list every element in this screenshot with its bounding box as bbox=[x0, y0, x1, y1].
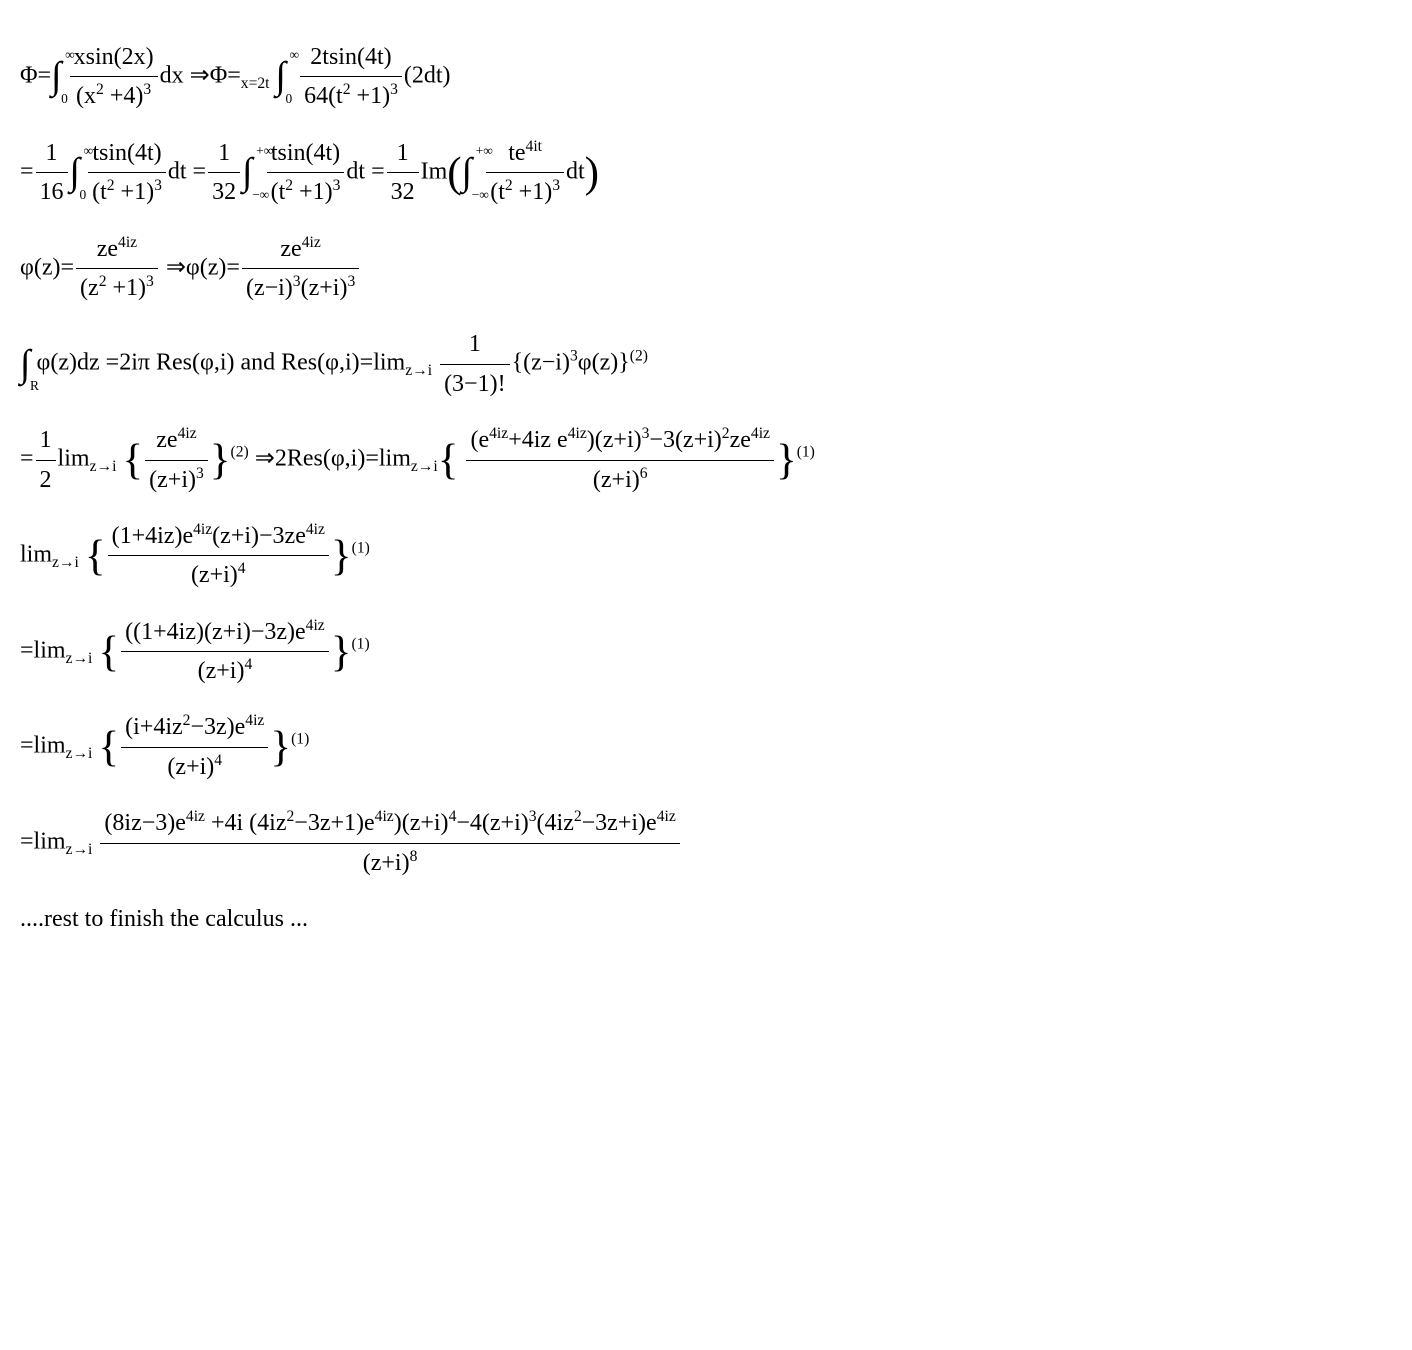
fraction: te4it(t2 +1)3 bbox=[486, 134, 564, 212]
fraction: tsin(4t)(t2 +1)3 bbox=[267, 134, 345, 212]
line-5: =12limz→i {ze4iz(z+i)3}(2) ⇒2Res(φ,i)=li… bbox=[20, 421, 1392, 499]
integral: ∫0∞ bbox=[51, 46, 62, 107]
integral: ∫R bbox=[20, 334, 31, 395]
integral: ∫−∞+∞ bbox=[242, 142, 253, 203]
line-10: ....rest to finish the calculus ... bbox=[20, 900, 1392, 938]
line-9: =limz→i (8iz−3)e4iz +4i (4iz2−3z+1)e4iz)… bbox=[20, 804, 1392, 882]
fraction: (1+4iz)e4iz(z+i)−3ze4iz(z+i)4 bbox=[108, 517, 329, 595]
fraction: ((1+4iz)(z+i)−3z)e4iz(z+i)4 bbox=[121, 613, 329, 691]
fraction: ze4iz(z−i)3(z+i)3 bbox=[242, 230, 359, 308]
line-3: φ(z)=ze4iz(z2 +1)3 ⇒φ(z)=ze4iz(z−i)3(z+i… bbox=[20, 230, 1392, 308]
integral: ∫−∞+∞ bbox=[462, 142, 473, 203]
fraction: tsin(4t)(t2 +1)3 bbox=[88, 134, 166, 212]
integral: ∫0∞ bbox=[276, 46, 287, 107]
line-2: =116∫0∞ tsin(4t)(t2 +1)3dt =132∫−∞+∞ tsi… bbox=[20, 134, 1392, 212]
fraction: (8iz−3)e4iz +4i (4iz2−3z+1)e4iz)(z+i)4−4… bbox=[100, 804, 679, 882]
fraction: 12 bbox=[36, 421, 56, 499]
fraction: 132 bbox=[387, 134, 419, 212]
fraction: xsin(2x)(x2 +4)3 bbox=[70, 38, 158, 116]
text: ....rest to finish the calculus ... bbox=[20, 906, 308, 932]
fraction: ze4iz(z2 +1)3 bbox=[76, 230, 158, 308]
line-4: ∫R φ(z)dz =2iπ Res(φ,i) and Res(φ,i)=lim… bbox=[20, 325, 1392, 403]
fraction: (i+4iz2−3z)e4iz(z+i)4 bbox=[121, 708, 268, 786]
fraction: 2tsin(4t)64(t2 +1)3 bbox=[300, 38, 402, 116]
fraction: ze4iz(z+i)3 bbox=[145, 421, 208, 499]
fraction: 132 bbox=[208, 134, 240, 212]
line-6: limz→i {(1+4iz)e4iz(z+i)−3ze4iz(z+i)4}(1… bbox=[20, 517, 1392, 595]
line-7: =limz→i {((1+4iz)(z+i)−3z)e4iz(z+i)4}(1) bbox=[20, 613, 1392, 691]
fraction: 1(3−1)! bbox=[440, 325, 510, 403]
line-8: =limz→i {(i+4iz2−3z)e4iz(z+i)4}(1) bbox=[20, 708, 1392, 786]
integral: ∫0∞ bbox=[70, 142, 81, 203]
fraction: (e4iz+4iz e4iz)(z+i)3−3(z+i)2ze4iz(z+i)6 bbox=[466, 421, 773, 499]
line-1: Φ=∫0∞ xsin(2x)(x2 +4)3dx ⇒Φ=x=2t ∫0∞ 2ts… bbox=[20, 38, 1392, 116]
fraction: 116 bbox=[36, 134, 68, 212]
text: Φ= bbox=[20, 62, 51, 88]
